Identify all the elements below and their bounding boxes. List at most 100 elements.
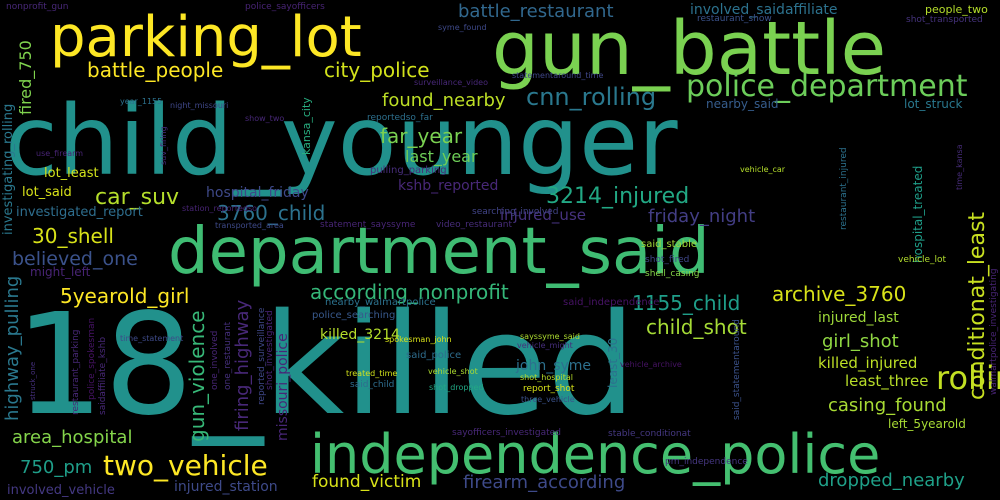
word-gun-battle: gun_battle bbox=[492, 6, 887, 92]
word-restaurant-injured: restaurant_injured bbox=[839, 147, 849, 230]
word-people-two: people_two bbox=[925, 3, 988, 16]
word-police-searching: police_searching bbox=[312, 310, 396, 321]
word-sayssyme-said: sayssyme_said bbox=[520, 332, 580, 341]
word-3760-child: 3760_child bbox=[217, 201, 326, 225]
word-year-1155: year_1155 bbox=[120, 97, 163, 106]
word-casing-found: casing_found bbox=[828, 395, 947, 416]
word-use-firearm: use_firearm bbox=[36, 149, 84, 158]
word-lot-least: lot_least bbox=[44, 166, 99, 181]
word-least-30: least_30 bbox=[606, 337, 620, 388]
word-injured-last: injured_last bbox=[818, 310, 899, 326]
word-statement-sayssyme: statement_sayssyme bbox=[320, 220, 416, 230]
word-child-younger: child_younger bbox=[5, 85, 678, 197]
word-john-syme: john_syme bbox=[516, 358, 592, 374]
word-nearby-said: nearby_said bbox=[706, 97, 779, 111]
word-two-vehicle: two_vehicle bbox=[103, 449, 268, 482]
word-department-said: department_said bbox=[168, 215, 710, 289]
word-investigated-report: investigated_report bbox=[16, 205, 143, 220]
word-shot-transported: shot_transported bbox=[906, 15, 983, 25]
word-firearm-according: firearm_according bbox=[463, 472, 626, 493]
word-battle-people: battle_people bbox=[87, 58, 224, 82]
word-shot-investigated: shot_investigated bbox=[265, 310, 275, 390]
word-believed-one: believed_one bbox=[12, 248, 138, 270]
word-struck-one: struck_one bbox=[29, 361, 37, 400]
word-vehicle-car: vehicle_car bbox=[740, 165, 786, 174]
word-5yearold-girl: 5yearold_girl bbox=[60, 284, 190, 308]
word-restaurant-parking: restaurant_parking bbox=[71, 329, 81, 415]
word-gun-violence: gun_violence bbox=[185, 310, 209, 442]
word-shot-hospital: shot_hospital bbox=[520, 373, 573, 382]
word-report-shot: report_shot bbox=[523, 384, 575, 394]
word-far-year: far_year bbox=[380, 124, 463, 148]
word-highway-pulling: highway_pulling bbox=[2, 275, 23, 421]
word-kshb-reported: kshb_reported bbox=[398, 178, 499, 194]
word-vehicle-archive: vehicle_archive bbox=[620, 360, 682, 369]
word-rolling-gun: rolling_gun bbox=[936, 359, 1000, 397]
word-pulling-parking: pulling_parking bbox=[370, 165, 447, 176]
word-according-nonprofit: according_nonprofit bbox=[310, 280, 509, 304]
word-battle-restaurant: battle_restaurant bbox=[458, 1, 614, 22]
word-walmartpolice-investigating: walmartpolice_investigating bbox=[989, 268, 999, 395]
word-nonprofit-gun: nonprofit_gun bbox=[6, 2, 69, 12]
word-surveillance-video: surveillance_video bbox=[414, 78, 488, 87]
word-child-shot: child_shot bbox=[646, 315, 747, 339]
word-three-vehicle: three_vehicle bbox=[521, 395, 575, 404]
word-spokesman-john: spokesman_john bbox=[385, 335, 452, 344]
word-time-kansa: time_kansa bbox=[955, 144, 964, 190]
word-transported-area: transported_area bbox=[215, 221, 284, 230]
word-vehicle-might: vehicle_might bbox=[517, 341, 573, 350]
word-left-5yearold: left_5yearold bbox=[888, 417, 966, 431]
word-shot-fired: shot_fired bbox=[645, 255, 690, 265]
word-dropped-nearby: dropped_nearby bbox=[818, 470, 965, 491]
word-injured-use: injured_use bbox=[500, 206, 586, 224]
word-nearby-walmartpolice: nearby_walmartpolice bbox=[325, 297, 436, 308]
word-found-nearby: found_nearby bbox=[382, 90, 506, 111]
word-least-three: least_three bbox=[845, 372, 929, 390]
word-said-statementaround: said_statementaround bbox=[732, 319, 742, 420]
word-police-department: police_department bbox=[686, 69, 968, 104]
word-independence-police: independence_police bbox=[310, 423, 881, 486]
word-area-hospital: area_hospital bbox=[12, 427, 133, 448]
word-statementaround-time: statementaround_time bbox=[512, 71, 604, 80]
word-suv-firing: suv_firing bbox=[159, 126, 168, 165]
word-station-reportedso: station_reportedso bbox=[182, 204, 258, 213]
word-kansa-city: kansa_city bbox=[300, 97, 313, 155]
word-injured-station: injured_station bbox=[174, 479, 278, 495]
word-3214-injured: 3214_injured bbox=[546, 184, 690, 209]
word-cnn-rolling: cnn_rolling bbox=[526, 83, 657, 111]
word-involved-vehicle: involved_vehicle bbox=[7, 483, 115, 498]
word-shell-casing: shell_casing bbox=[645, 269, 700, 279]
word-said-stable: said_stable bbox=[641, 239, 698, 250]
word-killed-injured: killed_injured bbox=[818, 354, 918, 372]
word-missouri-police: missouri_police bbox=[275, 333, 291, 441]
word-hospital-treated: hospital_treated bbox=[911, 165, 925, 263]
word-might-left: might_left bbox=[30, 265, 91, 279]
word-time-statement: time_statement bbox=[120, 334, 184, 343]
word-vehicle-lot: vehicle_lot bbox=[898, 255, 947, 265]
word-30-shell: 30_shell bbox=[32, 224, 114, 248]
word-saidaffiliate-kshb: saidaffiliate_kshb bbox=[98, 336, 108, 415]
word-18-killed: 18_killed bbox=[15, 284, 636, 447]
word-one-involved: one_involved bbox=[210, 330, 220, 390]
word-found-victim: found_victim bbox=[312, 472, 422, 492]
word-treated-time: treated_time bbox=[346, 369, 398, 378]
word-city-police: city_police bbox=[324, 58, 430, 82]
word-sayofficers-investigated: sayofficers_investigated bbox=[452, 428, 561, 438]
word-police-spokesman: police_spokesman bbox=[87, 317, 97, 400]
word-investigating-rolling: investigating_rolling bbox=[1, 103, 16, 235]
word-show-two: show_two bbox=[245, 114, 285, 123]
word-1155-child: 1155_child bbox=[632, 291, 741, 315]
word-said-independence: said_independence bbox=[563, 297, 660, 308]
word-lot-struck: lot_struck bbox=[904, 97, 963, 111]
word-last-year: last_year bbox=[405, 147, 478, 166]
word-girl-shot: girl_shot bbox=[822, 331, 899, 352]
word-restaurant-show: restaurant_show bbox=[697, 14, 772, 24]
word-shot-dropped: shot_dropped bbox=[429, 383, 484, 392]
word-said-police: said_police bbox=[406, 350, 462, 361]
word-stable-conditionat: stable_conditionat bbox=[608, 429, 691, 439]
word-vehicle-shot: vehicle_shot bbox=[428, 367, 478, 376]
word-car-suv: car_suv bbox=[95, 185, 180, 210]
word-hospital-friday: hospital_friday bbox=[206, 185, 309, 201]
word-killed-3214: killed_3214 bbox=[320, 327, 400, 343]
